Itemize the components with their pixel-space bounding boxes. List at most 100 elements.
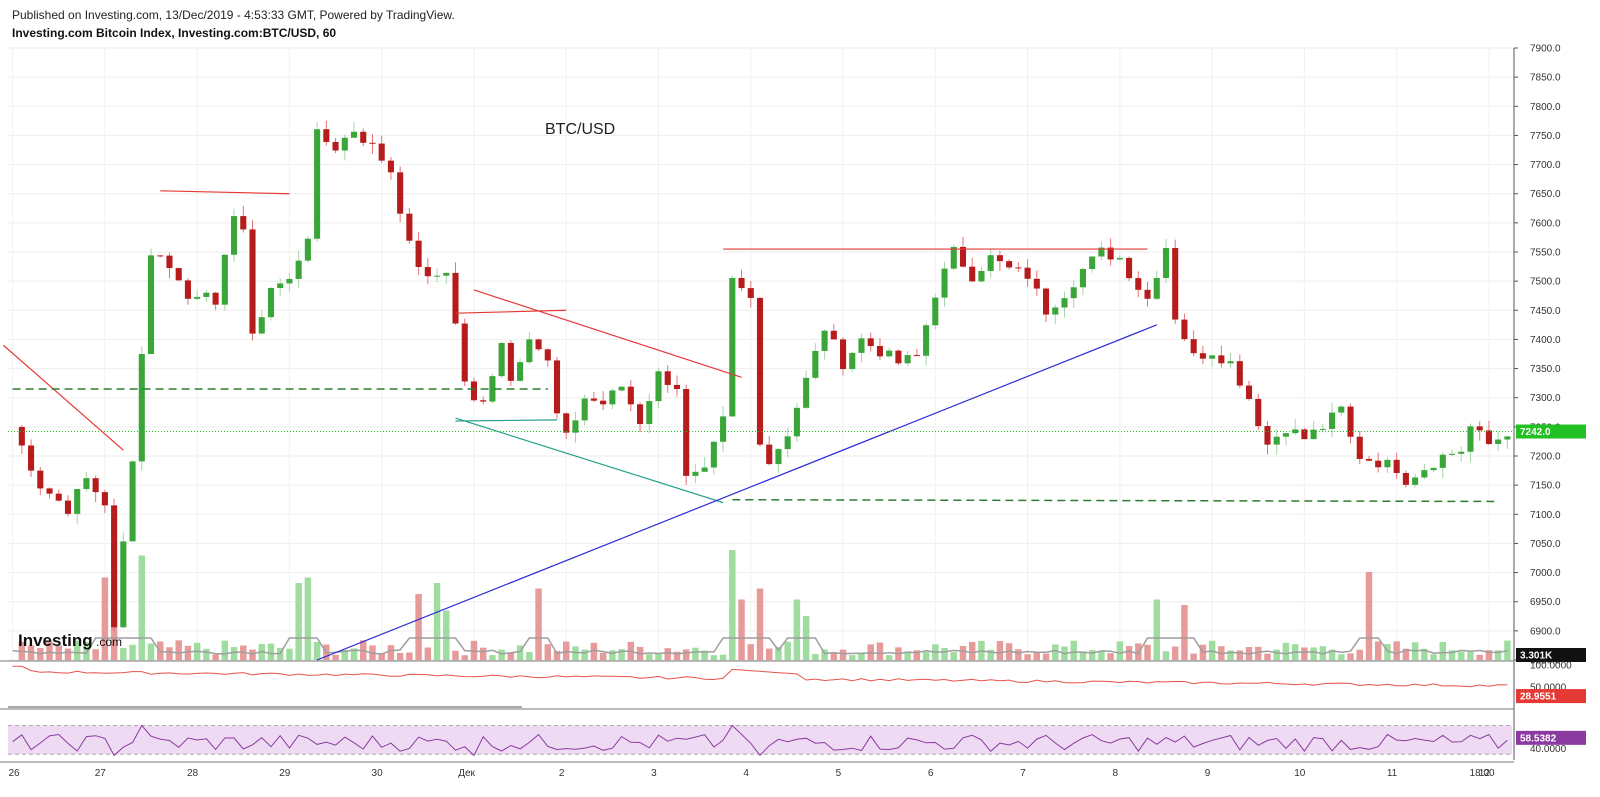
time-tick-label: 4 (743, 768, 749, 779)
candle-body (858, 338, 865, 353)
candle (867, 332, 874, 352)
candle-body (1144, 289, 1151, 299)
volume-bar (885, 655, 893, 660)
candle-body (1126, 257, 1133, 279)
candle-body (627, 386, 634, 405)
rsi-last-badge: 58.5382 (1516, 730, 1586, 745)
candle-body (157, 255, 164, 257)
candle-body (498, 342, 505, 377)
candle (821, 329, 828, 360)
volume-bar (461, 655, 468, 660)
price-tick-label: 7200.0 (1530, 452, 1561, 463)
candle (553, 356, 561, 419)
trend-line (732, 498, 1499, 503)
candle-body (1218, 355, 1225, 364)
candle (692, 464, 699, 484)
candle-body (987, 255, 994, 272)
candle (221, 254, 228, 311)
candle-body (1365, 458, 1373, 461)
volume-bar (424, 647, 432, 660)
candle-body (1282, 433, 1289, 437)
candle (1375, 452, 1382, 473)
candle-body (886, 350, 893, 357)
volume-bar (599, 652, 607, 660)
candle (747, 281, 754, 308)
candle (1181, 313, 1188, 342)
volume-bar (313, 642, 321, 660)
candle (28, 439, 35, 477)
candle (581, 394, 588, 426)
candle-body (92, 478, 99, 493)
candle-body (535, 339, 542, 350)
time-tick-label: 9 (1205, 768, 1211, 779)
volume-bar (1107, 653, 1114, 660)
rsi-last-badge-bg (1516, 730, 1586, 745)
volume-bar (350, 648, 358, 660)
candle (572, 411, 579, 443)
candle (1144, 281, 1151, 307)
price-tick-label: 7300.0 (1530, 393, 1561, 404)
candle (1236, 354, 1243, 389)
rsi-band (8, 725, 1512, 755)
volume-bar (1384, 643, 1391, 660)
candle-body (434, 275, 441, 277)
candle-body (1255, 398, 1262, 427)
price-tick-label: 7150.0 (1530, 481, 1561, 492)
candle (839, 337, 847, 376)
candle-body (1319, 428, 1326, 430)
candle (996, 250, 1003, 271)
volume-bar (101, 577, 109, 660)
candle (83, 471, 90, 492)
candle-body (166, 255, 173, 269)
candle-body (904, 355, 911, 364)
candle (1126, 256, 1133, 282)
volume-bar (1347, 653, 1354, 660)
candle (830, 323, 837, 340)
candle-body (1070, 287, 1077, 299)
candle (37, 467, 44, 496)
candle-body (175, 268, 182, 281)
volume-bar (1070, 640, 1077, 660)
candle (1098, 241, 1105, 261)
candle-body (1172, 248, 1179, 320)
candle-body (37, 470, 44, 489)
candle-body (231, 216, 238, 255)
candle (498, 341, 505, 378)
candle-body (55, 493, 62, 501)
volume-bar (304, 577, 312, 660)
candle (434, 268, 441, 283)
candle-body (507, 342, 514, 381)
volume-bar (147, 643, 155, 660)
candle (406, 207, 413, 244)
volume-bar (286, 648, 293, 660)
oscillator-pane: 100.0000 50.0000 (12, 661, 1572, 693)
candle-body (212, 292, 219, 305)
candle (314, 122, 321, 242)
candle-body (1430, 467, 1437, 471)
candle (424, 258, 431, 285)
candle-body (1135, 278, 1142, 290)
candle (360, 128, 367, 147)
candle (64, 495, 72, 517)
candle-body (46, 488, 53, 494)
candle (323, 120, 330, 146)
candle-body (895, 350, 902, 364)
volume-bar (1310, 647, 1317, 660)
candle (766, 436, 773, 466)
candle-body (720, 416, 727, 442)
price-tick-label: 7000.0 (1530, 568, 1561, 579)
candle (157, 255, 164, 258)
candle (563, 412, 570, 440)
volume-bar (387, 645, 395, 660)
chart-header: Published on Investing.com, 13/Dec/2019 … (12, 6, 455, 42)
volume-bar (1338, 654, 1345, 660)
volume-bar (821, 649, 828, 660)
time-tick-label: 2 (559, 768, 565, 779)
candle-body (350, 131, 358, 138)
candle-body (1052, 307, 1059, 315)
candle (1135, 271, 1142, 298)
candle-body (1495, 439, 1502, 444)
volume-bar (535, 588, 542, 660)
candle (1421, 463, 1428, 480)
